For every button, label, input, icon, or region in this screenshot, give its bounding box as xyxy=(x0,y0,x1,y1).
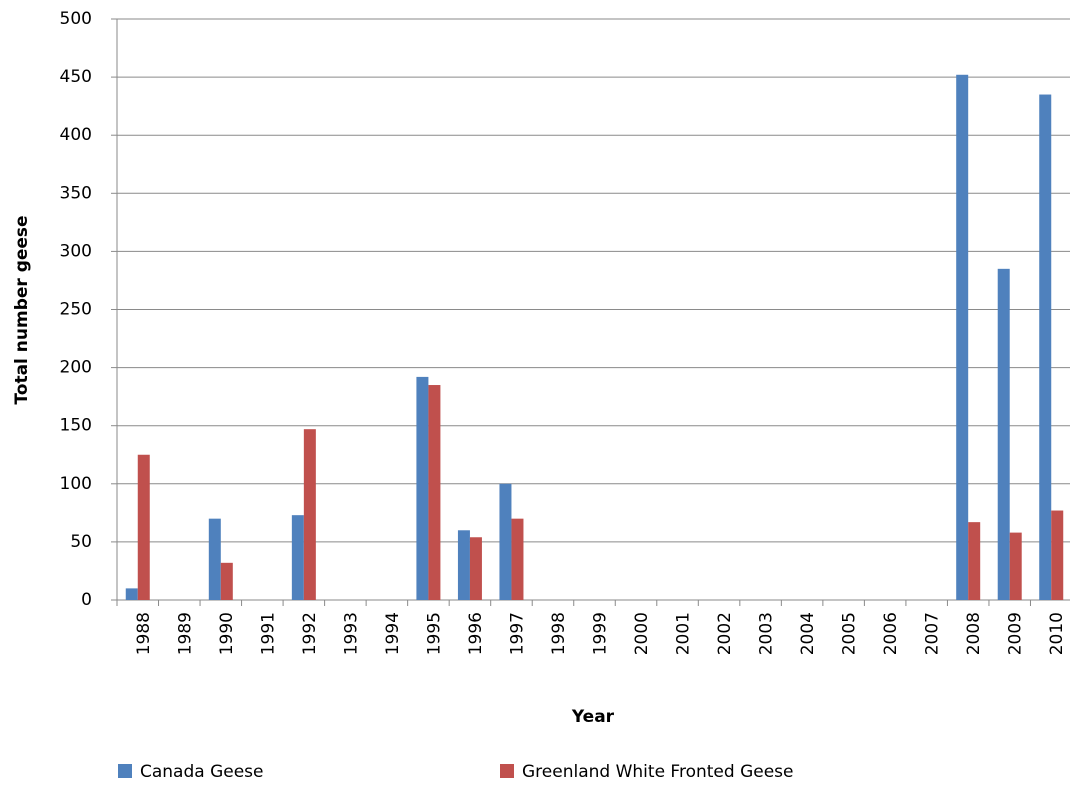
y-axis-title: Total number geese xyxy=(12,215,32,404)
x-tick-label: 1991 xyxy=(258,612,278,655)
bar xyxy=(137,454,150,600)
bar xyxy=(457,530,470,600)
bar xyxy=(1051,510,1064,600)
x-tick-label: 2004 xyxy=(798,612,818,655)
bar xyxy=(291,515,304,600)
y-tick-label: 100 xyxy=(60,474,92,494)
y-tick-label: 250 xyxy=(60,300,92,320)
bar xyxy=(303,429,316,600)
bar xyxy=(416,376,429,600)
x-tick-label: 2007 xyxy=(923,612,943,655)
x-tick-label: 2005 xyxy=(840,612,860,655)
legend-label: Canada Geese xyxy=(140,762,264,782)
y-tick-label: 450 xyxy=(60,67,92,87)
x-tick-label: 2010 xyxy=(1047,612,1067,655)
bar xyxy=(428,385,441,600)
bar xyxy=(499,483,512,600)
bar xyxy=(125,588,138,600)
x-tick-label: 1998 xyxy=(549,612,569,655)
y-tick-label: 200 xyxy=(60,358,92,378)
x-tick-label: 1990 xyxy=(217,612,237,655)
y-tick-label: 500 xyxy=(60,9,92,29)
y-tick-label: 50 xyxy=(70,532,92,552)
x-tick-label: 2002 xyxy=(715,612,735,655)
x-tick-label: 2003 xyxy=(757,612,777,655)
bar xyxy=(968,522,981,600)
y-tick-label: 400 xyxy=(60,125,92,145)
x-tick-label: 1995 xyxy=(424,612,444,655)
x-tick-label: 2006 xyxy=(881,612,901,655)
bar xyxy=(208,518,221,600)
y-tick-label: 350 xyxy=(60,183,92,203)
bar xyxy=(997,268,1010,600)
x-tick-label: 1992 xyxy=(300,612,320,655)
x-tick-label: 2001 xyxy=(674,612,694,655)
x-axis-title: Year xyxy=(571,707,615,727)
bar xyxy=(1009,532,1022,600)
bar xyxy=(956,74,969,600)
x-tick-label: 2008 xyxy=(964,612,984,655)
legend-swatch xyxy=(500,764,514,778)
x-tick-label: 1988 xyxy=(134,612,154,655)
x-tick-label: 1989 xyxy=(175,612,195,655)
x-tick-label: 1994 xyxy=(383,612,403,655)
legend-label: Greenland White Fronted Geese xyxy=(522,762,794,782)
y-tick-label: 300 xyxy=(60,241,92,261)
bar xyxy=(469,537,482,600)
legend-swatch xyxy=(118,764,132,778)
x-tick-label: 1996 xyxy=(466,612,486,655)
y-tick-label: 0 xyxy=(81,590,92,610)
x-tick-label: 1993 xyxy=(341,612,361,655)
bar xyxy=(220,562,233,600)
x-tick-label: 2009 xyxy=(1006,612,1026,655)
x-tick-label: 1999 xyxy=(591,612,611,655)
bar xyxy=(1039,94,1052,600)
y-tick-label: 150 xyxy=(60,416,92,436)
bar xyxy=(511,518,524,600)
x-tick-label: 1997 xyxy=(507,612,527,655)
x-tick-label: 2000 xyxy=(632,612,652,655)
